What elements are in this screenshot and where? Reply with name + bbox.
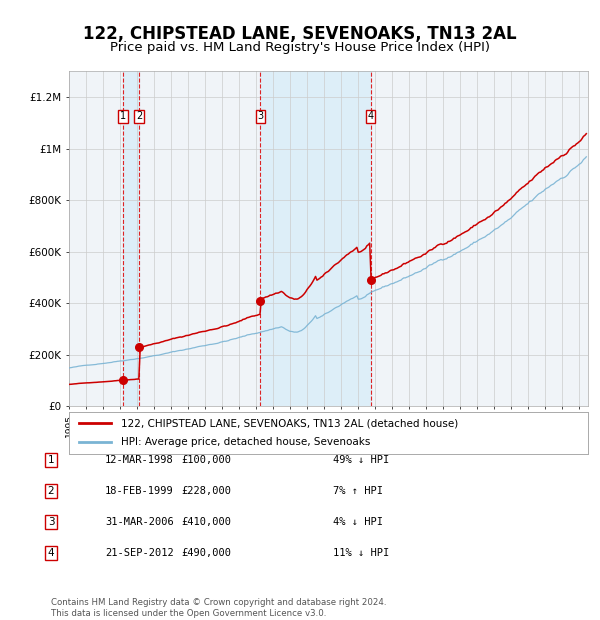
Text: £100,000: £100,000 — [181, 455, 231, 465]
Text: 12-MAR-1998: 12-MAR-1998 — [105, 455, 174, 465]
Text: 31-MAR-2006: 31-MAR-2006 — [105, 517, 174, 527]
Text: Price paid vs. HM Land Registry's House Price Index (HPI): Price paid vs. HM Land Registry's House … — [110, 41, 490, 54]
Bar — [260, 71, 371, 406]
Text: 3: 3 — [257, 112, 263, 122]
Text: 122, CHIPSTEAD LANE, SEVENOAKS, TN13 2AL: 122, CHIPSTEAD LANE, SEVENOAKS, TN13 2AL — [83, 25, 517, 43]
Text: 21-SEP-2012: 21-SEP-2012 — [105, 548, 174, 558]
Text: 11% ↓ HPI: 11% ↓ HPI — [333, 548, 389, 558]
Text: £490,000: £490,000 — [181, 548, 231, 558]
Text: 18-FEB-1999: 18-FEB-1999 — [105, 486, 174, 496]
Text: £410,000: £410,000 — [181, 517, 231, 527]
Text: HPI: Average price, detached house, Sevenoaks: HPI: Average price, detached house, Seve… — [121, 438, 370, 448]
Text: 49% ↓ HPI: 49% ↓ HPI — [333, 455, 389, 465]
Text: 2: 2 — [47, 486, 55, 496]
Text: Contains HM Land Registry data © Crown copyright and database right 2024.
This d: Contains HM Land Registry data © Crown c… — [51, 598, 386, 618]
Text: 122, CHIPSTEAD LANE, SEVENOAKS, TN13 2AL (detached house): 122, CHIPSTEAD LANE, SEVENOAKS, TN13 2AL… — [121, 418, 458, 428]
Text: 4: 4 — [47, 548, 55, 558]
Text: 4: 4 — [367, 112, 374, 122]
Text: 7% ↑ HPI: 7% ↑ HPI — [333, 486, 383, 496]
Text: 2: 2 — [136, 112, 142, 122]
Text: 1: 1 — [47, 455, 55, 465]
Text: 4% ↓ HPI: 4% ↓ HPI — [333, 517, 383, 527]
Text: £228,000: £228,000 — [181, 486, 231, 496]
Bar — [123, 71, 139, 406]
Text: 3: 3 — [47, 517, 55, 527]
Text: 1: 1 — [120, 112, 127, 122]
